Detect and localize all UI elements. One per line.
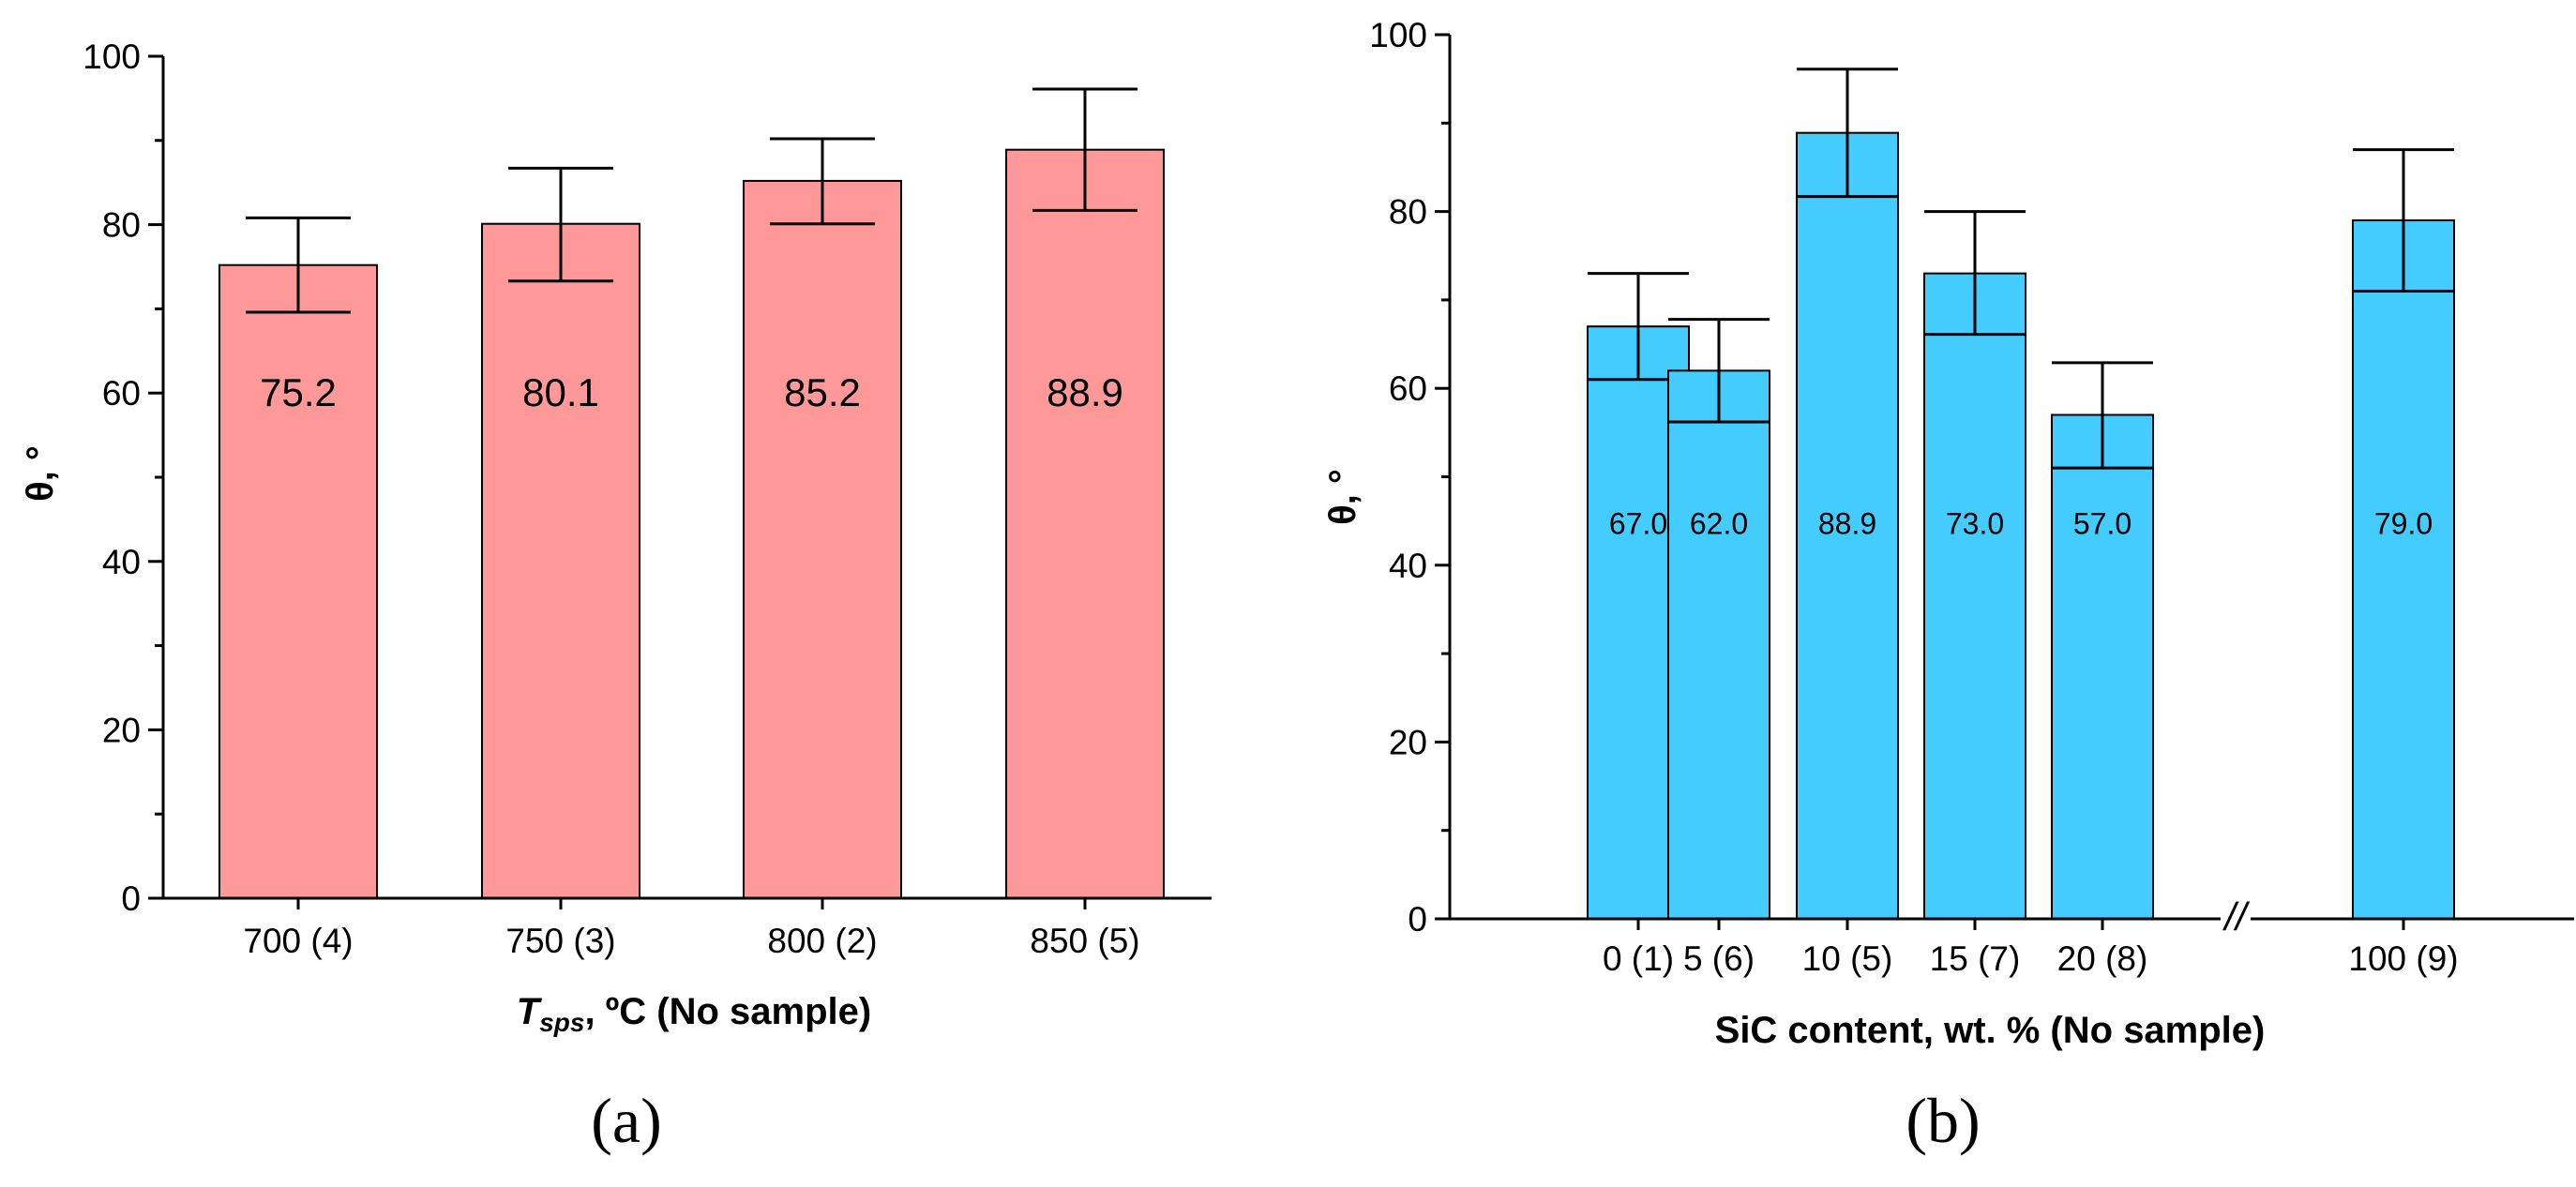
panel-b-x-tick-label: 20 (8) bbox=[2057, 939, 2148, 978]
panel-a-x-tick-label: 750 (3) bbox=[505, 922, 615, 960]
panel-b-y-tick-label: 20 bbox=[1389, 723, 1427, 761]
panel-a-y-tick-label: 80 bbox=[102, 206, 141, 245]
panel-a-x-axis-title-rest: , ºC (No sample) bbox=[584, 991, 871, 1032]
panel-b-value-label: 57.0 bbox=[2073, 507, 2132, 541]
panel-b-y-axis-title: θ, ° bbox=[1322, 469, 1363, 525]
panel-a-value-label: 75.2 bbox=[260, 370, 337, 414]
panel-a-value-label: 85.2 bbox=[784, 370, 861, 414]
panel-a-y-tick-label: 0 bbox=[121, 879, 141, 918]
panel-b-value-label: 67.0 bbox=[1609, 507, 1667, 541]
panel-b-label: (b) bbox=[1906, 1085, 1980, 1156]
panel-a-bar bbox=[743, 179, 902, 900]
panel-a-y-tick-label: 40 bbox=[102, 543, 141, 581]
panel-a-x-axis-title-main: T bbox=[517, 991, 543, 1032]
panel-a-x-axis-title-sub: sps bbox=[539, 1008, 584, 1037]
panel-a-x-tick-label: 850 (5) bbox=[1030, 922, 1139, 960]
panel-a-x-tick-label: 800 (2) bbox=[767, 922, 877, 960]
panel-b-bar bbox=[2051, 413, 2154, 920]
panel-b-x-axis-title: SiC content, wt. % (No sample) bbox=[1715, 1010, 2266, 1051]
panel-a: θ, ° Tsps, ºC (No sample) (a) bbox=[20, 445, 871, 1156]
panel-b-x-tick-label: 5 (6) bbox=[1683, 939, 1755, 978]
panel-b-bar bbox=[1667, 369, 1770, 920]
panel-a-x-tick-label: 700 (4) bbox=[243, 922, 353, 960]
panel-b-value-label: 88.9 bbox=[1818, 507, 1876, 541]
panel-b-value-label: 79.0 bbox=[2374, 507, 2433, 541]
panel-a-bar bbox=[481, 222, 640, 899]
panel-b-y-tick-label: 40 bbox=[1389, 547, 1427, 585]
panel-a-y-tick-label: 20 bbox=[102, 711, 141, 749]
panel-a-x-axis-title: Tsps, ºC (No sample) bbox=[517, 991, 871, 1037]
panel-b-x-tick-label: 0 (1) bbox=[1603, 939, 1674, 978]
panel-a-bar bbox=[1005, 148, 1165, 900]
panel-b-y-tick-label: 80 bbox=[1389, 193, 1427, 232]
panel-b-x-tick-label: 10 (5) bbox=[1802, 939, 1893, 978]
panel-b-plot: 67.0 0 (1) 62.0 5 (6) 88.9 10 (5) 73.0 15 (7) 57… bbox=[1369, 16, 2574, 978]
panel-b-axis-break: // bbox=[2222, 894, 2251, 939]
panel-a-bar bbox=[218, 263, 378, 900]
panel-a-y-tick-label: 60 bbox=[102, 374, 141, 413]
panel-b-bar bbox=[1923, 272, 2026, 920]
panel-a-value-label: 80.1 bbox=[522, 370, 599, 414]
panel-b-y-tick-label: 60 bbox=[1389, 369, 1427, 408]
panel-a-y-tick-label: 100 bbox=[83, 38, 141, 76]
panel-a-label: (a) bbox=[591, 1085, 661, 1156]
panel-b-value-label: 62.0 bbox=[1690, 507, 1748, 541]
panel-b-y-tick-label: 0 bbox=[1408, 900, 1427, 939]
panel-b-bar bbox=[1796, 131, 1899, 921]
panel-a-y-axis-title: θ, ° bbox=[20, 445, 61, 502]
panel-a-plot: 75.2 700 (4) 80.1 750 (3) 85.2 800 (2) 88.9 850… bbox=[83, 38, 1212, 960]
panel-b: θ, ° SiC content, wt. % (No sample) (b) … bbox=[1322, 469, 2265, 1156]
panel-b-y-tick-label: 100 bbox=[1369, 16, 1427, 54]
panel-b-x-tick-label: 15 (7) bbox=[1930, 939, 2021, 978]
panel-b-x-tick-label: 100 (9) bbox=[2348, 939, 2458, 978]
panel-b-bar bbox=[2352, 219, 2455, 920]
panel-a-value-label: 88.9 bbox=[1047, 370, 1123, 414]
panel-b-value-label: 73.0 bbox=[1946, 507, 2004, 541]
